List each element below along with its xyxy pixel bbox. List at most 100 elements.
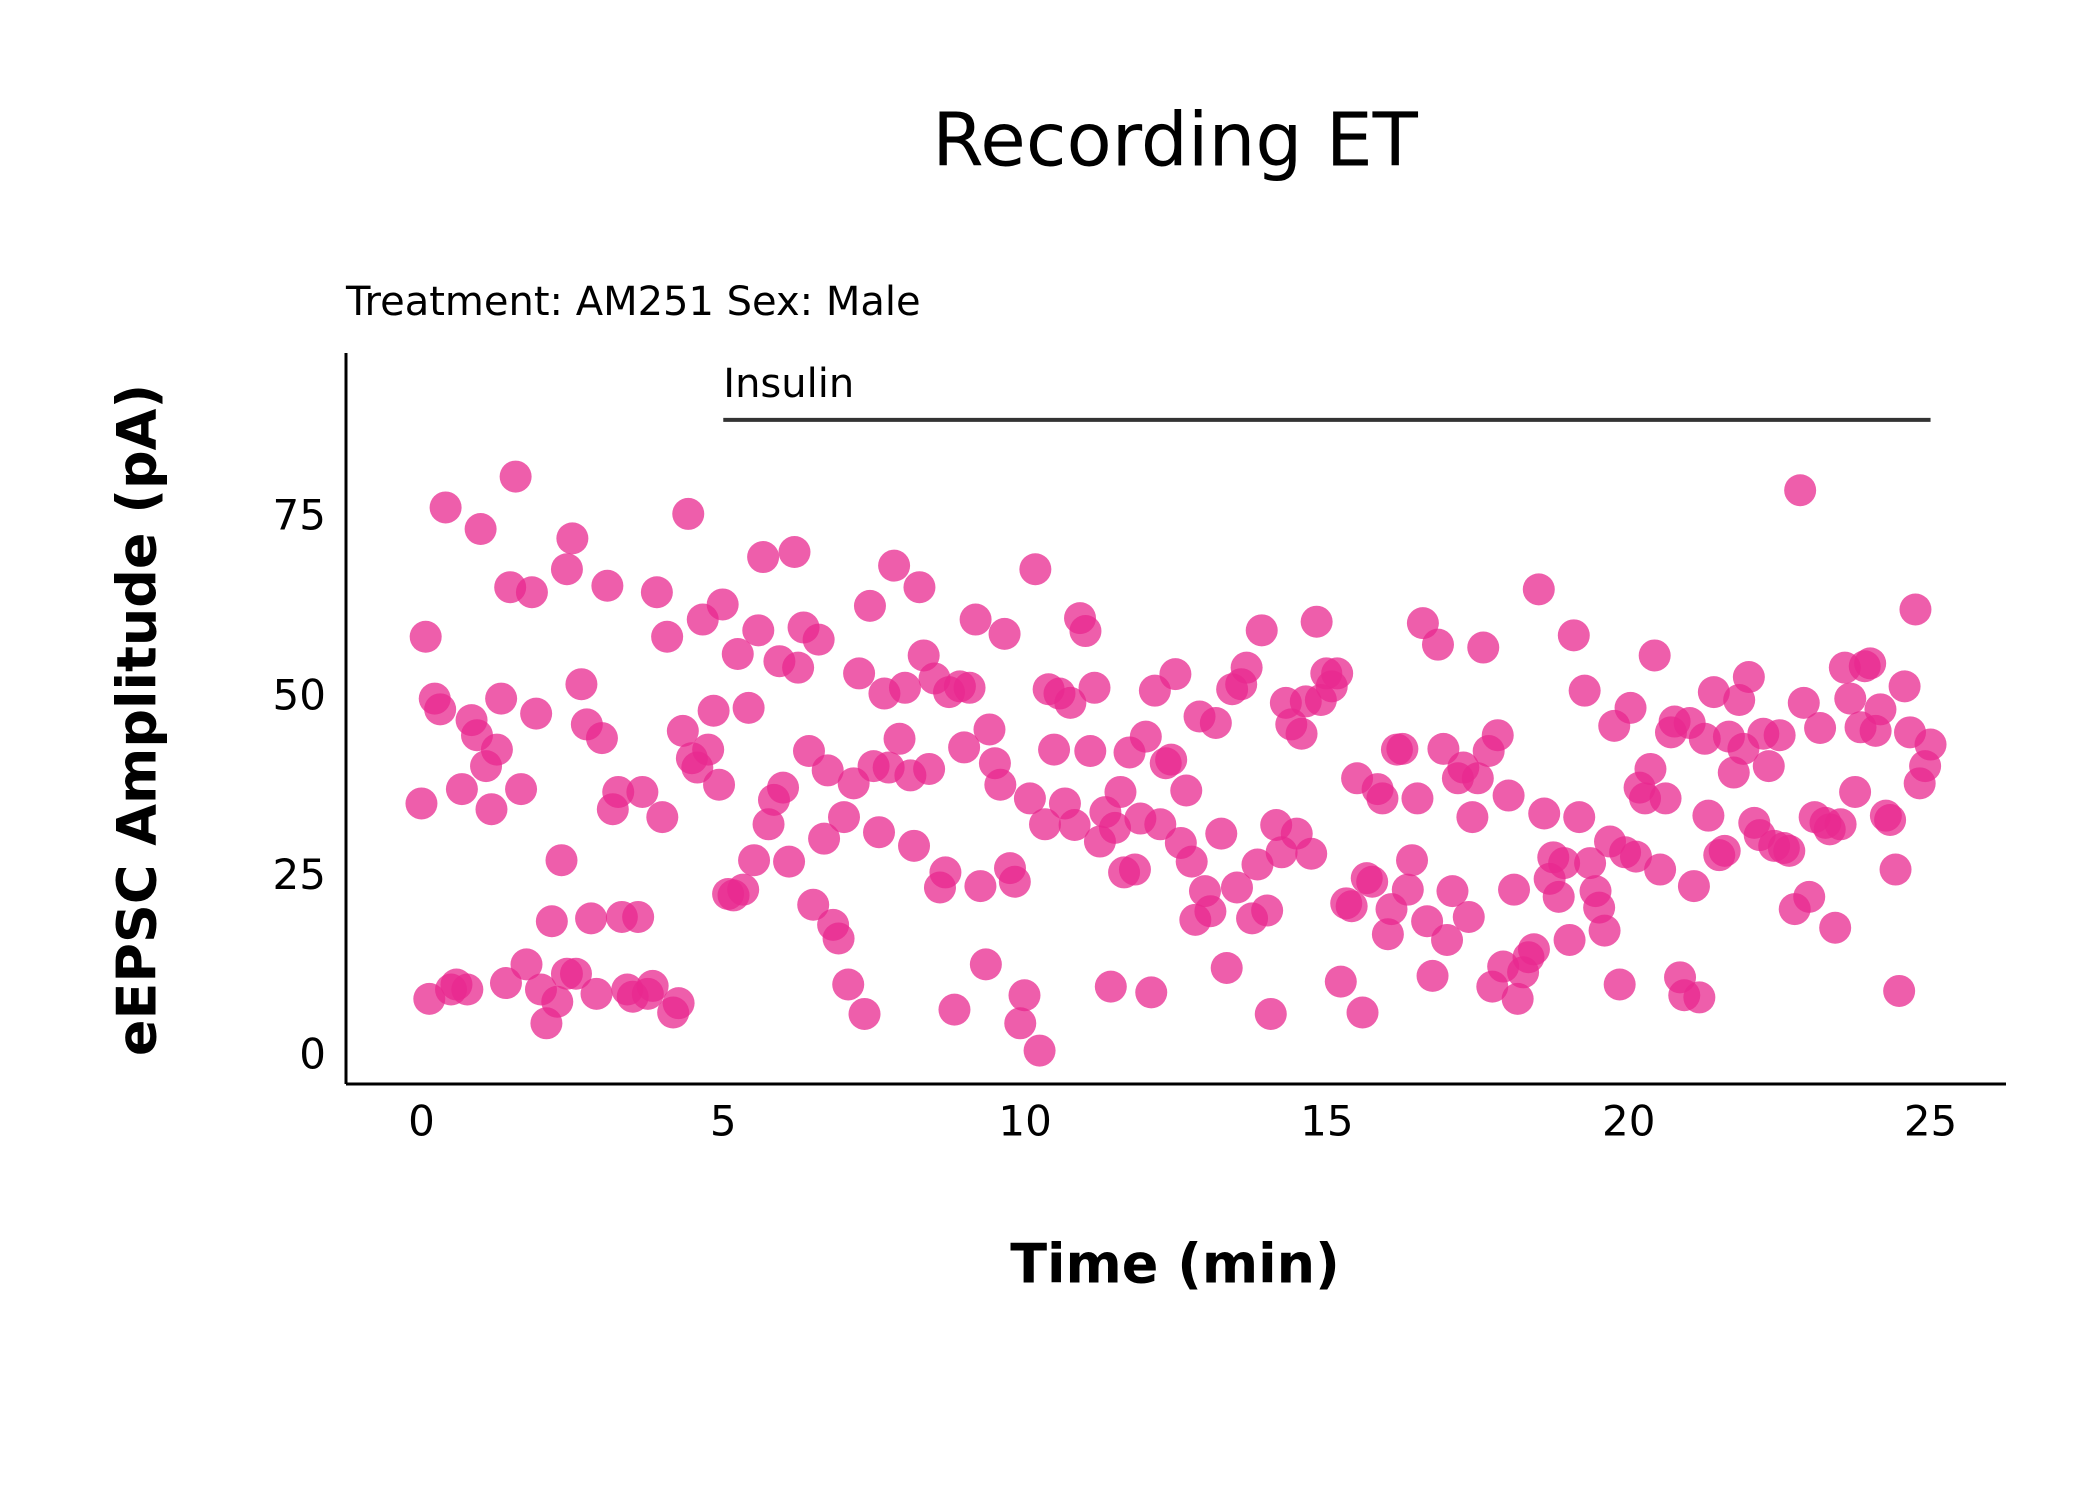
data-point <box>1074 735 1107 768</box>
data-point <box>998 865 1031 898</box>
data-point <box>640 576 673 609</box>
data-point <box>1118 853 1151 886</box>
data-point <box>1324 965 1357 998</box>
data-point <box>1732 661 1765 694</box>
data-point <box>903 571 936 604</box>
data-point <box>1787 686 1820 719</box>
data-point <box>409 620 442 653</box>
data-point <box>1013 782 1046 815</box>
data-point <box>692 733 725 766</box>
data-point <box>505 773 538 806</box>
data-point <box>752 808 785 841</box>
data-point <box>1254 997 1287 1030</box>
data-point <box>1899 593 1932 626</box>
y-tick-label: 50 <box>273 670 326 719</box>
data-point <box>1159 658 1192 691</box>
data-point <box>878 549 911 582</box>
data-point <box>559 957 592 990</box>
data-point <box>602 775 635 808</box>
data-point <box>1697 676 1730 709</box>
data-point <box>738 844 771 877</box>
data-point <box>585 722 618 755</box>
data-point <box>1517 933 1550 966</box>
data-point <box>1058 809 1091 842</box>
data-point <box>1883 974 1916 1007</box>
x-axis-label: Time (min) <box>1010 1233 1340 1296</box>
data-point <box>1099 811 1132 844</box>
data-point <box>1888 670 1921 703</box>
data-point <box>1763 719 1796 752</box>
data-point <box>969 948 1002 981</box>
data-point <box>580 977 613 1010</box>
data-point <box>1205 817 1238 850</box>
data-point <box>1245 614 1278 647</box>
data-point <box>1396 844 1429 877</box>
data-point <box>929 856 962 889</box>
data-point <box>1069 615 1102 648</box>
data-point <box>1199 706 1232 739</box>
data-point <box>1285 717 1318 750</box>
data-point <box>1574 847 1607 880</box>
data-point <box>1371 918 1404 951</box>
data-point <box>1834 682 1867 715</box>
data-point <box>1452 900 1485 933</box>
data-point <box>1644 853 1677 886</box>
data-point <box>1295 837 1328 870</box>
data-point <box>913 752 946 785</box>
data-point <box>520 697 553 730</box>
data-point <box>1461 762 1494 795</box>
data-point <box>1456 801 1489 834</box>
x-tick-label: 25 <box>1904 1097 1957 1146</box>
data-point <box>666 714 699 747</box>
data-point <box>556 522 589 555</box>
data-point <box>742 614 775 647</box>
data-point <box>1129 720 1162 753</box>
data-point <box>1078 671 1111 704</box>
y-tick-label: 25 <box>273 850 326 899</box>
data-point <box>480 733 513 766</box>
data-point <box>1688 722 1721 755</box>
data-point <box>1752 750 1785 783</box>
x-tick-label: 5 <box>710 1097 737 1146</box>
data-point <box>1220 871 1253 904</box>
data-point <box>1548 847 1581 880</box>
data-point <box>1568 674 1601 707</box>
data-point <box>1321 657 1354 690</box>
data-point <box>1401 782 1434 815</box>
data-point <box>747 541 780 574</box>
data-point <box>1784 474 1817 507</box>
data-point <box>1492 779 1525 812</box>
data-point <box>727 873 760 906</box>
data-point <box>828 801 860 834</box>
data-point <box>802 623 835 656</box>
data-point <box>1649 782 1682 815</box>
data-point <box>1824 808 1857 841</box>
data-point <box>626 775 659 808</box>
data-point <box>1773 834 1806 867</box>
data-point <box>959 603 992 636</box>
data-point <box>1692 799 1725 832</box>
data-point <box>1194 895 1227 928</box>
data-point <box>1914 728 1947 761</box>
data-point <box>1542 880 1575 913</box>
data-point <box>1436 875 1469 908</box>
data-point <box>1104 775 1137 808</box>
data-point <box>1528 797 1561 830</box>
data-point <box>1481 719 1514 752</box>
data-point <box>1335 890 1368 923</box>
data-point <box>1356 865 1389 898</box>
data-point <box>848 997 881 1030</box>
annotation-label: Insulin <box>723 361 854 407</box>
data-point <box>535 905 568 938</box>
x-tick-label: 15 <box>1300 1097 1353 1146</box>
data-point <box>863 816 896 849</box>
data-point <box>1522 573 1555 606</box>
data-point <box>822 922 855 955</box>
data-point <box>1683 981 1716 1014</box>
data-point <box>591 569 624 602</box>
data-point <box>1501 982 1534 1015</box>
data-point <box>1029 808 1062 841</box>
data-point <box>1431 923 1464 956</box>
data-point <box>721 638 754 671</box>
data-point <box>550 553 583 586</box>
